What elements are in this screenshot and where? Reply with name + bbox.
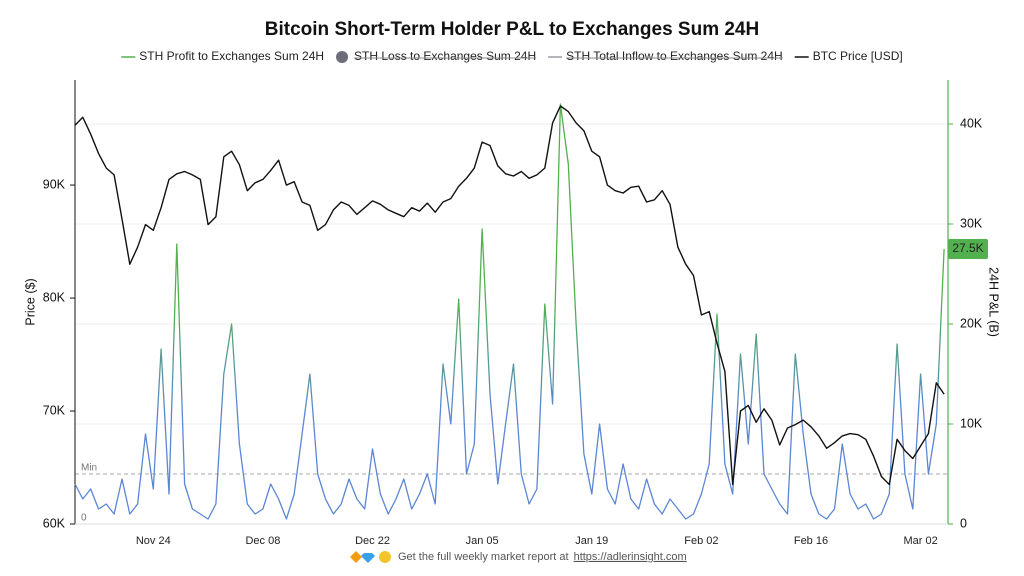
y-axis-label: Price ($) (23, 278, 37, 325)
reference-label: 0 (81, 513, 87, 524)
value-label: 27.5K (952, 241, 983, 255)
x-tick-label: Nov 24 (136, 535, 171, 547)
x-tick-label: Dec 22 (355, 535, 390, 547)
reference-label: Min (81, 463, 97, 474)
icon-gem (361, 553, 375, 563)
legend-marker (336, 51, 349, 63)
series-line (74, 105, 945, 486)
value-label-box (948, 239, 988, 259)
legend-item[interactable]: STH Loss to Exchanges Sum 24H (336, 49, 537, 63)
x-tick-label: Jan 05 (466, 535, 499, 547)
y2-tick-label: 0 (960, 516, 967, 530)
y-tick-label: 70K (43, 403, 66, 417)
legend-label: STH Profit to Exchanges Sum 24H (139, 49, 324, 63)
footer-link[interactable]: https://adlerinsight.com (574, 551, 687, 563)
legend-label: STH Loss to Exchanges Sum 24H (354, 49, 536, 63)
chart-title: Bitcoin Short-Term Holder P&L to Exchang… (265, 19, 759, 40)
y-tick-label: 60K (43, 516, 66, 530)
y2-tick-label: 20K (960, 316, 983, 330)
y-tick-label: 80K (43, 290, 66, 304)
icon-diamond-orange (350, 551, 362, 563)
legend-item[interactable]: STH Profit to Exchanges Sum 24H (121, 49, 324, 63)
x-tick-label: Dec 08 (245, 535, 280, 547)
legend-item[interactable]: STH Total Inflow to Exchanges Sum 24H (548, 49, 783, 63)
x-tick-label: Jan 19 (575, 535, 608, 547)
legend-item[interactable]: BTC Price [USD] (794, 49, 903, 63)
legend: STH Profit to Exchanges Sum 24H STH Loss … (121, 49, 903, 63)
x-tick-label: Mar 02 (903, 535, 937, 547)
footer-text: Get the full weekly market report at (398, 551, 569, 563)
x-tick-label: Feb 16 (794, 535, 828, 547)
series-line (74, 103, 945, 520)
y2-tick-label: 10K (960, 416, 983, 430)
x-tick-label: Feb 02 (684, 535, 718, 547)
legend-label: STH Total Inflow to Exchanges Sum 24H (566, 49, 783, 63)
icon-hands (379, 551, 391, 563)
y2-axis-label: 24H P&L (B) (987, 267, 1001, 337)
y-tick-label: 90K (43, 177, 66, 191)
legend-label: BTC Price [USD] (813, 49, 903, 63)
footer: Get the full weekly market report at htt… (350, 551, 687, 563)
y2-tick-label: 40K (960, 116, 983, 130)
y2-tick-label: 30K (960, 216, 983, 230)
